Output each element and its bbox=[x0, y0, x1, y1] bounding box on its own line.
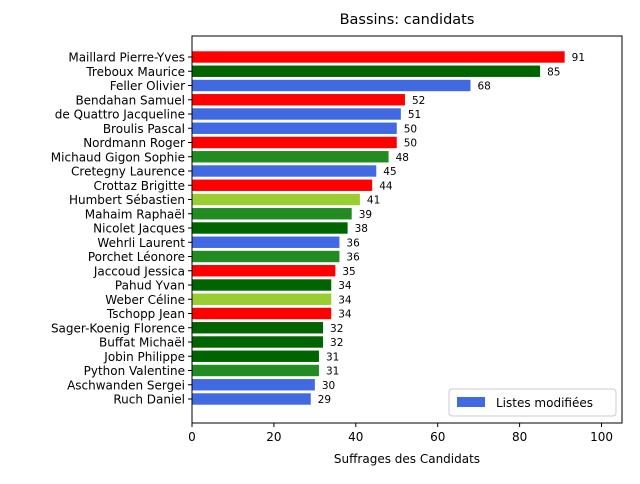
legend-label: Listes modifiées bbox=[496, 396, 593, 410]
category-label: Buffat Michaël bbox=[99, 336, 185, 350]
category-label: Ruch Daniel bbox=[113, 393, 185, 407]
bar bbox=[192, 279, 332, 291]
value-label: 51 bbox=[408, 109, 421, 121]
category-label: Sager-Koenig Florence bbox=[51, 321, 185, 335]
category-label: Python Valentine bbox=[84, 364, 185, 378]
category-label: Mahaim Raphaël bbox=[85, 207, 185, 221]
value-label: 34 bbox=[338, 280, 352, 292]
category-label: Cretegny Laurence bbox=[71, 165, 185, 179]
value-label: 32 bbox=[330, 337, 343, 349]
x-axis-label: Suffrages des Candidats bbox=[334, 452, 480, 466]
category-label: Nordmann Roger bbox=[83, 136, 185, 150]
value-label: 32 bbox=[330, 323, 343, 335]
category-label: Feller Olivier bbox=[110, 79, 185, 93]
x-tick-label: 40 bbox=[348, 430, 363, 444]
bar bbox=[192, 65, 541, 77]
category-label: Jobin Philippe bbox=[103, 350, 185, 364]
legend: Listes modifiées bbox=[448, 388, 617, 417]
bar bbox=[192, 208, 352, 220]
category-label: Bendahan Samuel bbox=[75, 93, 185, 107]
bar bbox=[192, 165, 377, 177]
category-label: Nicolet Jacques bbox=[93, 222, 185, 236]
bar bbox=[192, 265, 336, 277]
value-label: 38 bbox=[355, 223, 368, 235]
value-label: 36 bbox=[346, 237, 360, 249]
category-label: Michaud Gigon Sophie bbox=[51, 150, 185, 164]
value-label: 31 bbox=[326, 366, 339, 378]
value-label: 34 bbox=[338, 294, 352, 306]
bar bbox=[192, 307, 332, 320]
bar bbox=[192, 393, 311, 405]
value-label: 91 bbox=[572, 52, 585, 64]
bar bbox=[192, 151, 389, 163]
bar bbox=[192, 79, 471, 92]
bar bbox=[192, 193, 360, 206]
value-label: 34 bbox=[338, 309, 352, 321]
category-label: Porchet Léonore bbox=[88, 250, 185, 264]
legend-swatch bbox=[457, 397, 485, 407]
x-tick-label: 20 bbox=[266, 430, 281, 444]
category-label: Treboux Maurice bbox=[85, 65, 185, 79]
bar bbox=[192, 179, 373, 191]
category-label: de Quattro Jacqueline bbox=[55, 108, 185, 122]
bar bbox=[192, 122, 397, 134]
bar bbox=[192, 322, 324, 334]
bar bbox=[192, 364, 319, 377]
bars-layer bbox=[192, 51, 565, 405]
value-label: 52 bbox=[412, 95, 425, 107]
value-label: 48 bbox=[396, 152, 409, 164]
x-tick-label: 60 bbox=[430, 430, 445, 444]
value-label: 44 bbox=[379, 180, 393, 192]
value-label: 36 bbox=[346, 252, 360, 264]
value-label: 50 bbox=[404, 123, 417, 135]
bar bbox=[192, 350, 319, 362]
category-label: Broulis Pascal bbox=[103, 122, 185, 136]
value-label: 41 bbox=[367, 195, 380, 207]
value-label: 45 bbox=[383, 166, 396, 178]
bar bbox=[192, 108, 401, 120]
value-label: 85 bbox=[547, 66, 560, 78]
plot-frame bbox=[191, 35, 623, 424]
bar bbox=[192, 293, 332, 305]
bar bbox=[192, 51, 565, 63]
category-label: Jaccoud Jessica bbox=[93, 264, 185, 278]
bar bbox=[192, 379, 315, 391]
value-label: 50 bbox=[404, 138, 417, 150]
category-label: Humbert Sébastien bbox=[69, 193, 185, 207]
value-label: 30 bbox=[322, 380, 335, 392]
value-label: 29 bbox=[318, 394, 331, 406]
bar bbox=[192, 236, 340, 248]
value-label: 35 bbox=[342, 266, 355, 278]
bar bbox=[192, 222, 348, 234]
legend-box bbox=[448, 388, 617, 417]
category-label: Tschopp Jean bbox=[106, 307, 185, 321]
x-tick-label: 100 bbox=[590, 430, 613, 444]
value-label: 31 bbox=[326, 351, 339, 363]
bar bbox=[192, 94, 405, 106]
x-tick-label: 0 bbox=[188, 430, 196, 444]
category-label: Weber Céline bbox=[105, 293, 185, 307]
bar bbox=[192, 136, 397, 149]
x-axis-ticks: 0 20 40 60 80 100 bbox=[188, 423, 613, 444]
category-label: Wehrli Laurent bbox=[97, 236, 185, 250]
bar bbox=[192, 336, 324, 348]
category-label: Pahud Yvan bbox=[115, 279, 185, 293]
chart-title: Bassins: candidats bbox=[340, 12, 475, 28]
category-label: Aschwanden Sergei bbox=[67, 378, 185, 392]
value-label: 68 bbox=[477, 81, 490, 93]
x-tick-label: 80 bbox=[512, 430, 527, 444]
value-label: 39 bbox=[359, 209, 372, 221]
category-label: Crottaz Brigitte bbox=[93, 179, 185, 193]
bar bbox=[192, 250, 340, 263]
category-label: Maillard Pierre-Yves bbox=[68, 51, 185, 65]
